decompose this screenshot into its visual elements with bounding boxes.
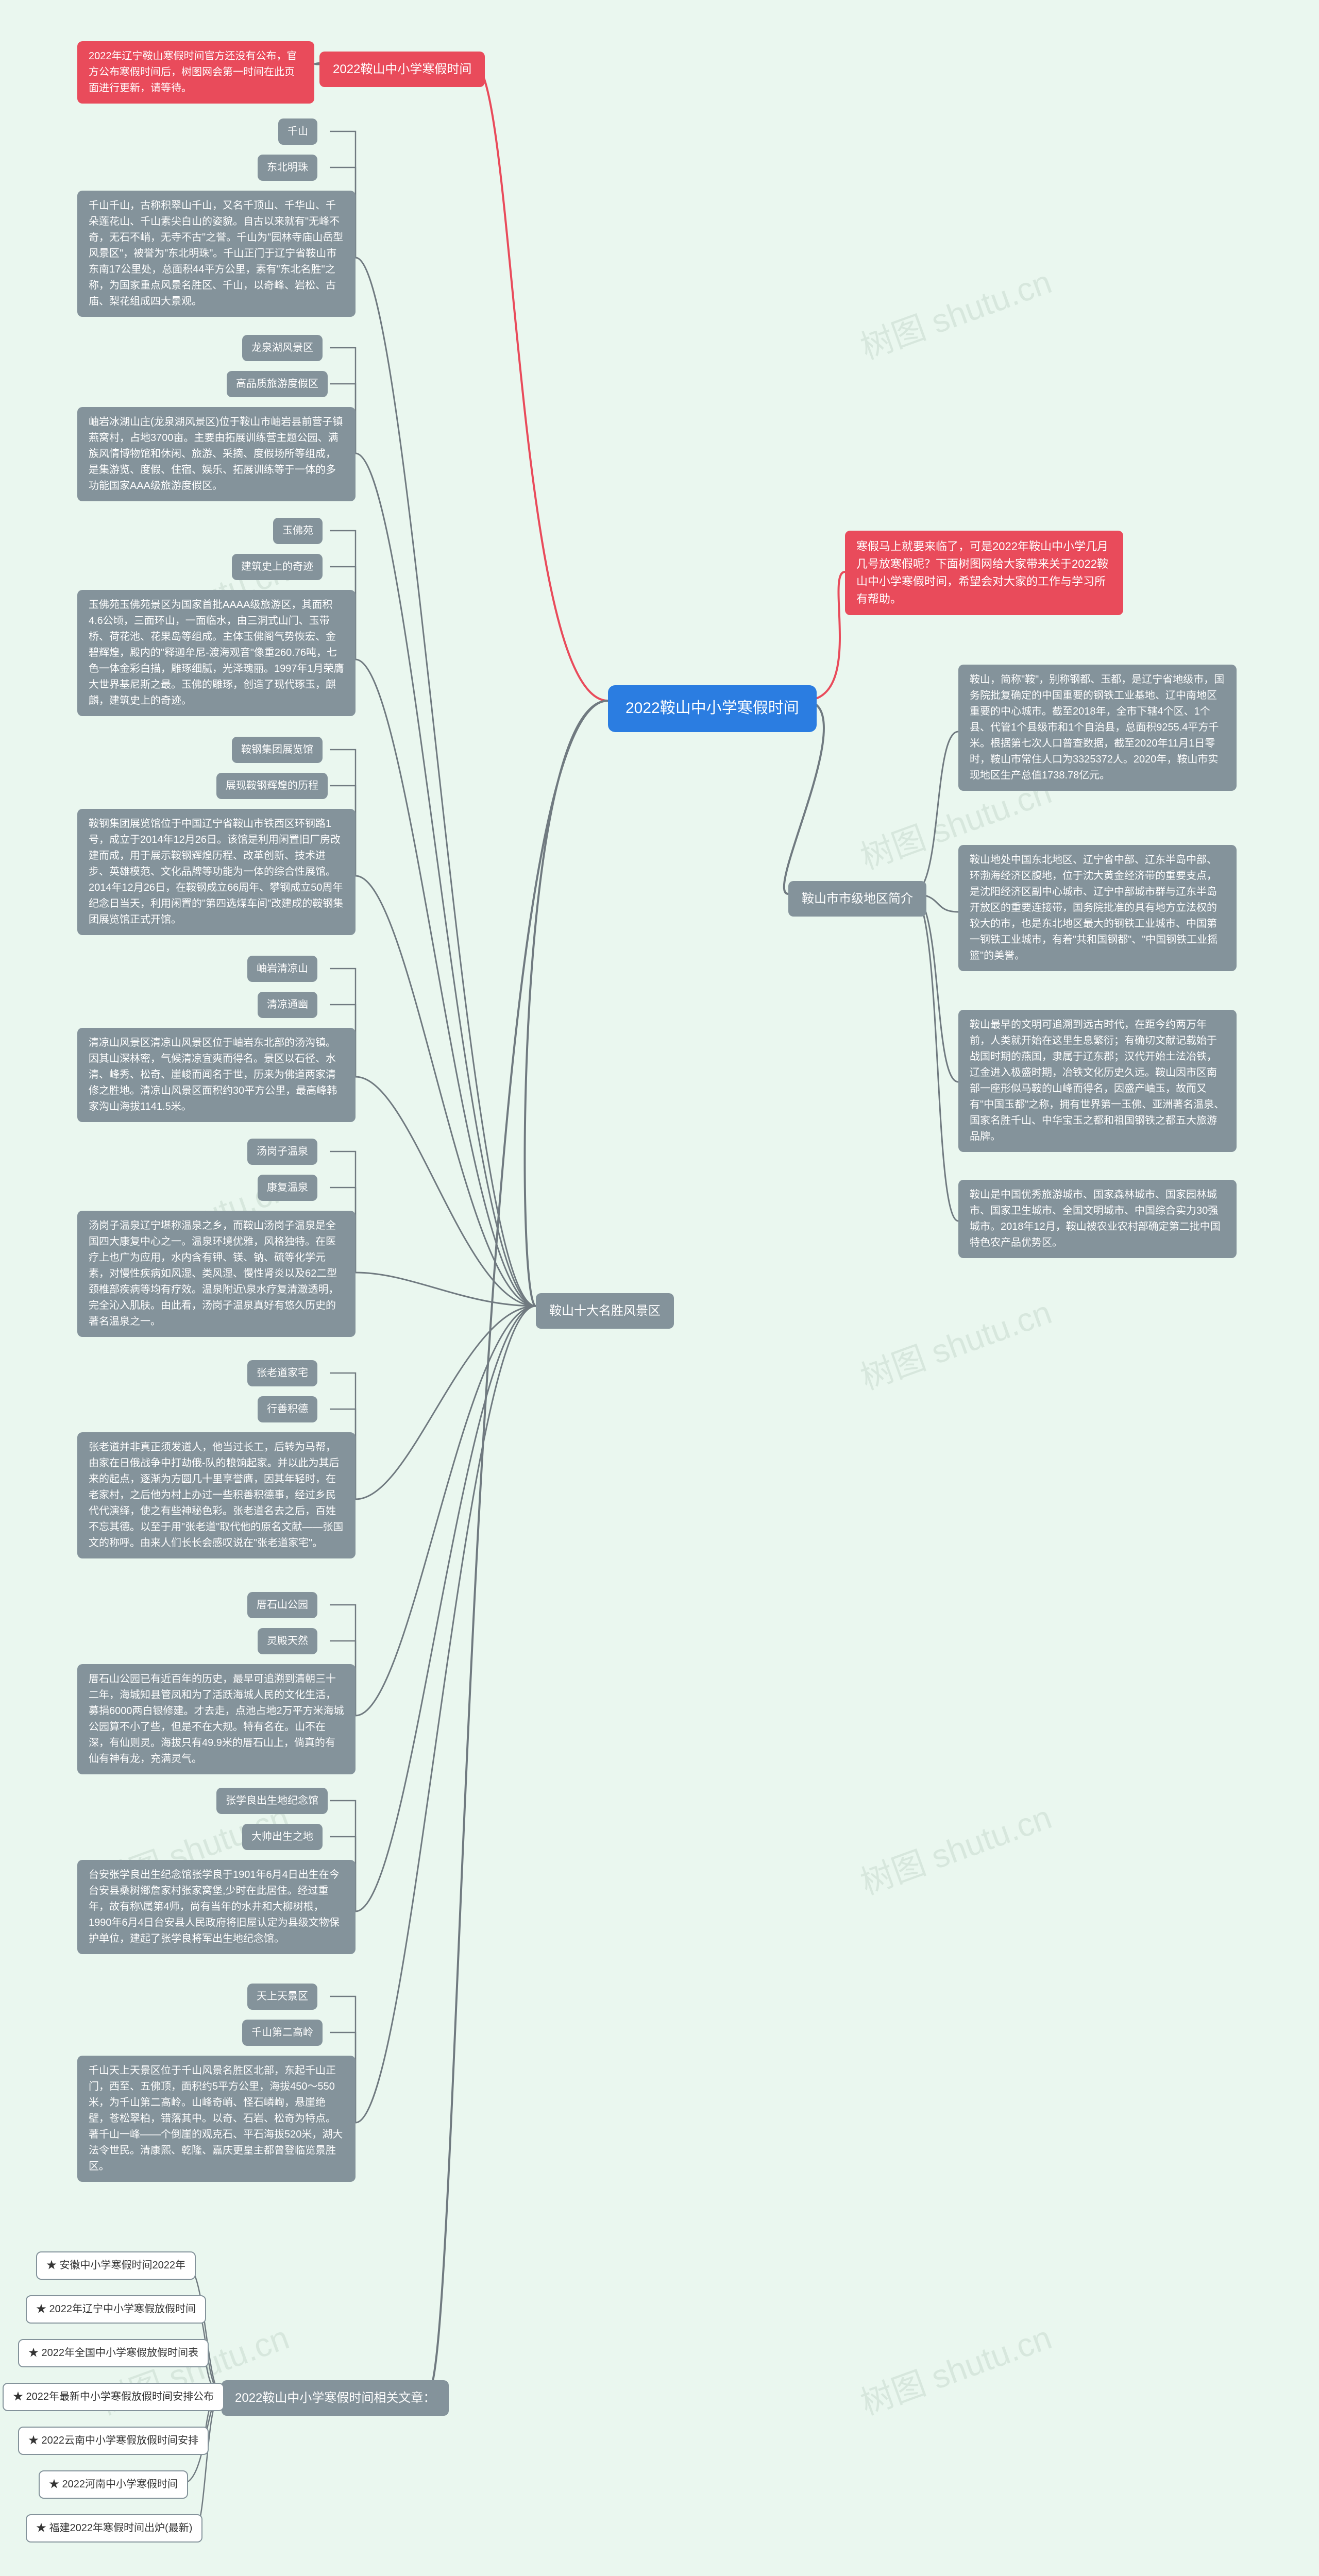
watermark: 树图 shutu.cn (853, 1286, 1057, 1399)
watermark: 树图 shutu.cn (853, 2311, 1057, 2424)
city-title-node[interactable]: 鞍山市市级地区简介 (788, 881, 926, 917)
city-p2: 鞍山地处中国东北地区、辽宁省中部、辽东半岛中部、环渤海经济区腹地，位于沈大黄金经… (958, 845, 1237, 971)
scenic-label-2-1[interactable]: 建筑史上的奇迹 (232, 554, 323, 580)
scenic-label-9-0[interactable]: 天上天景区 (247, 1984, 317, 2010)
center-node[interactable]: 2022鞍山中小学寒假时间 (608, 685, 817, 732)
scenic-body-7: 厝石山公园已有近百年的历史，最早可追溯到清朝三十二年，海城知县管凤和为了活跃海城… (77, 1664, 356, 1774)
scenic-body-4: 清凉山风景区清凉山风景区位于岫岩东北部的汤沟镇。因其山深林密，气候清凉宜爽而得名… (77, 1028, 356, 1122)
scenic-label-5-0[interactable]: 汤岗子温泉 (247, 1139, 317, 1165)
related-title-node[interactable]: 2022鞍山中小学寒假时间相关文章： (222, 2380, 449, 2416)
scenic-label-7-1[interactable]: 灵殿天然 (258, 1628, 317, 1654)
watermark: 树图 shutu.cn (853, 1791, 1057, 1904)
scenic-label-6-0[interactable]: 张老道家宅 (247, 1360, 317, 1386)
related-item-6[interactable]: ★ 福建2022年寒假时间出炉(最新) (26, 2514, 202, 2543)
scenic-body-8: 台安张学良出生纪念馆张学良于1901年6月4日出生在今台安县桑树鄉詹家村张家窝堡… (77, 1860, 356, 1954)
scenic-body-3: 鞍钢集团展览馆位于中国辽宁省鞍山市铁西区环钢路1号，成立于2014年12月26日… (77, 809, 356, 935)
scenic-label-3-0[interactable]: 鞍钢集团展览馆 (232, 737, 323, 763)
scenic-label-4-1[interactable]: 清凉通幽 (258, 992, 317, 1018)
scenic-label-8-0[interactable]: 张学良出生地纪念馆 (216, 1788, 328, 1814)
related-item-5[interactable]: ★ 2022河南中小学寒假时间 (39, 2470, 188, 2499)
scenic-label-3-1[interactable]: 展现鞍钢辉煌的历程 (216, 773, 328, 799)
city-p1: 鞍山，简称"鞍"，别称钢都、玉都，是辽宁省地级市，国务院批复确定的中国重要的钢铁… (958, 665, 1237, 791)
scenic-label-5-1[interactable]: 康复温泉 (258, 1175, 317, 1201)
scenic-label-9-1[interactable]: 千山第二高岭 (242, 2020, 323, 2046)
scenic-body-2: 玉佛苑玉佛苑景区为国家首批AAAA级旅游区，其面积4.6公顷，三面环山，一面临水… (77, 590, 356, 716)
scenic-label-8-1[interactable]: 大帅出生之地 (242, 1824, 323, 1850)
scenic-label-0-0[interactable]: 千山 (278, 118, 317, 145)
intro-node: 寒假马上就要来临了，可是2022年鞍山中小学几月几号放寒假呢？下面树图网给大家带… (845, 531, 1123, 615)
related-item-2[interactable]: ★ 2022年全国中小学寒假放假时间表 (18, 2339, 209, 2367)
scenic-body-1: 岫岩冰湖山庄(龙泉湖风景区)位于鞍山市岫岩县前营子镇燕窝村，占地3700亩。主要… (77, 407, 356, 501)
scenic-label-6-1[interactable]: 行善积德 (258, 1396, 317, 1422)
scenic-label-0-1[interactable]: 东北明珠 (258, 155, 317, 181)
related-item-3[interactable]: ★ 2022年最新中小学寒假放假时间安排公布 (3, 2383, 224, 2411)
city-p3: 鞍山最早的文明可追溯到远古时代，在距今约两万年前，人类就开始在这里生息繁衍；有确… (958, 1010, 1237, 1152)
scenic-label-4-0[interactable]: 岫岩清凉山 (247, 956, 317, 982)
scenic-label-1-1[interactable]: 高品质旅游度假区 (227, 371, 328, 397)
scenic-body-5: 汤岗子温泉辽宁堪称温泉之乡，而鞍山汤岗子温泉是全国四大康复中心之一。温泉环境优雅… (77, 1211, 356, 1337)
related-item-1[interactable]: ★ 2022年辽宁中小学寒假放假时间 (26, 2295, 206, 2324)
city-p4: 鞍山是中国优秀旅游城市、国家森林城市、国家园林城市、国家卫生城市、全国文明城市、… (958, 1180, 1237, 1258)
scenic-title-node[interactable]: 鞍山十大名胜风景区 (536, 1293, 674, 1329)
scenic-body-9: 千山天上天景区位于千山风景名胜区北部，东起千山正门，西至、五佛顶，面积约5平方公… (77, 2056, 356, 2182)
scenic-label-2-0[interactable]: 玉佛苑 (273, 518, 323, 544)
related-item-4[interactable]: ★ 2022云南中小学寒假放假时间安排 (18, 2427, 209, 2455)
scenic-body-0: 千山千山，古称积翠山千山，又名千顶山、千华山、千朵莲花山、千山素尖白山的姿貌。自… (77, 191, 356, 317)
scenic-label-1-0[interactable]: 龙泉湖风景区 (242, 335, 323, 361)
related-item-0[interactable]: ★ 安徽中小学寒假时间2022年 (36, 2251, 196, 2280)
time-body-node: 2022年辽宁鞍山寒假时间官方还没有公布，官方公布寒假时间后，树图网会第一时间在… (77, 41, 314, 104)
scenic-body-6: 张老道并非真正须发道人，他当过长工，后转为马帮，由家在日俄战争中打劫俄-队的粮饷… (77, 1432, 356, 1558)
scenic-label-7-0[interactable]: 厝石山公园 (247, 1592, 317, 1618)
time-title-node[interactable]: 2022鞍山中小学寒假时间 (319, 52, 485, 87)
watermark: 树图 shutu.cn (853, 256, 1057, 368)
